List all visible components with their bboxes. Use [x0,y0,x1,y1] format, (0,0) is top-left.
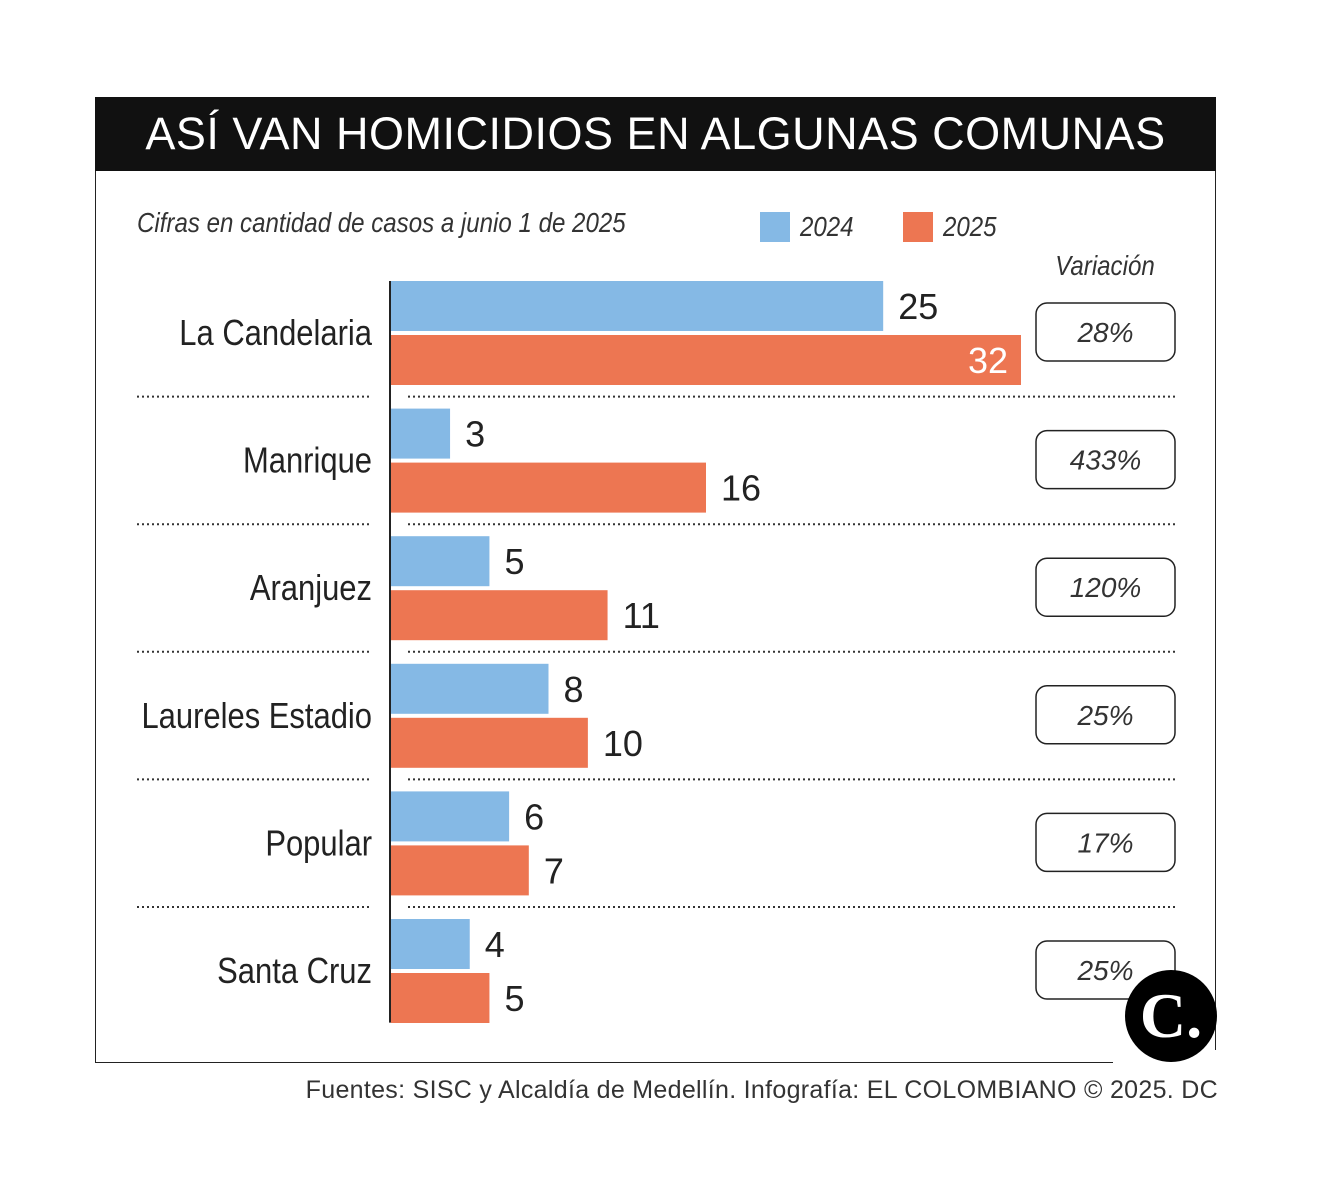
value-label-2025-laureles-estadio: 10 [603,723,643,764]
bar-2024-laureles-estadio [391,663,549,714]
bar-2024-popular [391,791,510,842]
variation-value-popular: 17% [1077,827,1133,858]
bar-2025-santa-cruz [391,973,490,1023]
legend-label-2024: 2024 [800,211,854,242]
legend-swatch-2025 [903,212,933,242]
value-label-2024-laureles-estadio: 8 [564,669,584,710]
bar-2024-la-candelaria [391,281,884,331]
bar-2025-aranjuez [391,590,608,641]
legend-2024: 2024 [760,211,862,242]
category-label-laureles-estadio: Laureles Estadio [141,697,372,737]
variation-box-aranjuez [1035,557,1176,617]
el-colombiano-logo: C. [1125,970,1217,1062]
legend-2025: 2025 [903,211,1005,242]
legend-swatch-2024 [760,212,790,242]
variation-value-santa-cruz: 25% [1076,955,1133,986]
category-label-aranjuez: Aranjuez [250,569,372,609]
bar-2025-manrique [391,462,706,513]
source-footer: Fuentes: SISC y Alcaldía de Medellín. In… [305,1076,1218,1104]
category-label-la-candelaria: La Candelaria [179,314,372,354]
variation-header: Variación [1055,250,1155,281]
category-label-manrique: Manrique [243,442,372,482]
value-label-2025-la-candelaria: 32 [968,340,1008,381]
bar-2024-santa-cruz [391,919,470,969]
bar-2025-la-candelaria [391,335,1021,385]
chart-subtitle: Cifras en cantidad de casos a junio 1 de… [137,207,626,238]
variation-value-la-candelaria: 28% [1076,317,1133,348]
bar-2025-popular [391,845,529,896]
value-label-2024-popular: 6 [524,796,544,837]
category-label-popular: Popular [265,824,372,864]
variation-box-laureles-estadio [1035,685,1176,745]
chart-title: ASÍ VAN HOMICIDIOS EN ALGUNAS COMUNAS [95,97,1216,171]
value-label-2025-aranjuez: 11 [623,595,660,636]
value-label-2024-la-candelaria: 25 [898,286,938,327]
value-label-2024-manrique: 3 [465,414,485,455]
variation-value-laureles-estadio: 25% [1076,700,1133,731]
value-label-2025-santa-cruz: 5 [504,978,524,1019]
value-label-2024-aranjuez: 5 [504,541,524,582]
value-label-2024-santa-cruz: 4 [485,924,505,965]
bar-2025-laureles-estadio [391,717,588,768]
variation-box-manrique [1035,429,1176,490]
variation-value-aranjuez: 120% [1070,572,1142,603]
value-label-2025-manrique: 16 [721,468,761,509]
value-label-2025-popular: 7 [544,850,564,891]
legend-label-2025: 2025 [943,211,997,242]
bar-2024-manrique [391,408,451,459]
variation-value-manrique: 433% [1070,445,1142,476]
variation-box-popular [1035,812,1176,873]
category-label-santa-cruz: Santa Cruz [217,952,372,992]
variation-box-la-candelaria [1035,302,1176,362]
bar-2024-aranjuez [391,536,490,587]
